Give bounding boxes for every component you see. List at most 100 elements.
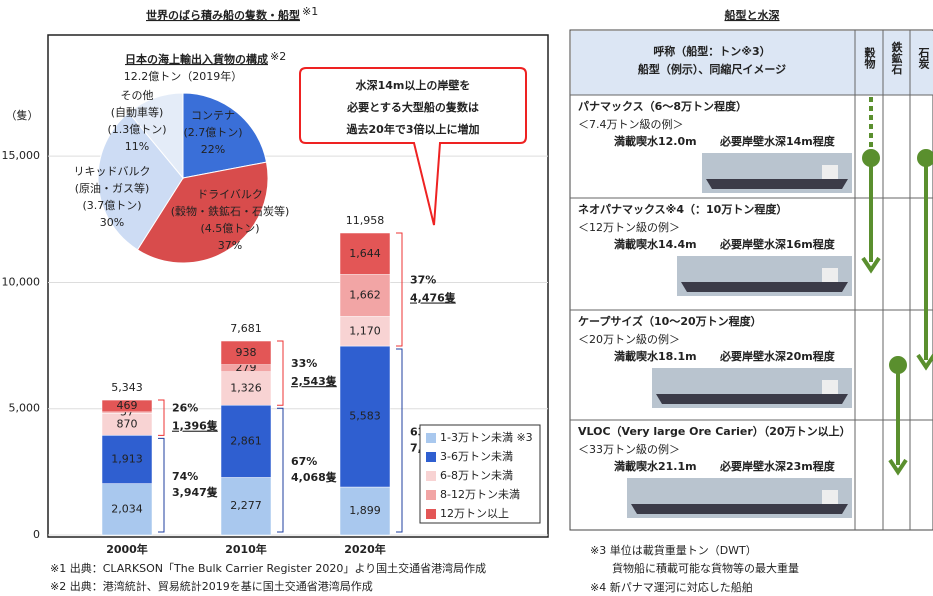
- chart-frame: [47, 34, 549, 538]
- footnote: ※2 出典：港湾統計、貿易統計2019を基に国土交通省港湾局作成: [50, 579, 373, 593]
- bracket-large: [277, 340, 284, 406]
- slice-percent: 37%: [218, 239, 242, 252]
- bar-segment: [220, 404, 272, 478]
- segment-label: 1,913: [111, 452, 143, 465]
- slice-name: その他: [121, 89, 154, 102]
- bar-segment: [220, 340, 272, 365]
- large-count: 2,543隻: [291, 374, 337, 388]
- bar-segment: [220, 477, 272, 536]
- segment-label: 2,034: [111, 502, 143, 515]
- callout-text: 水深14m以上の岸壁を: [356, 78, 471, 92]
- pie-title: 日本の海上輸出入貨物の構成: [125, 52, 268, 66]
- ship-bridge: [822, 380, 838, 394]
- row-depth: 必要岸壁水深23m程度: [719, 459, 836, 473]
- legend-box: [419, 424, 541, 524]
- bar-segment: [339, 316, 391, 347]
- small-count: 3,947隻: [172, 485, 218, 499]
- segment-label: 938: [236, 346, 257, 359]
- bar-segment: [101, 435, 153, 484]
- callout: [299, 67, 527, 226]
- x-tick-label: 2000年: [106, 542, 148, 556]
- segment-label: 1,170: [349, 324, 381, 337]
- segment-label: 1,662: [349, 289, 381, 302]
- footnote: 貨物船に積載可能な貨物等の最大重量: [612, 561, 799, 575]
- bracket-small: [158, 437, 165, 533]
- legend-swatch: [426, 509, 436, 519]
- slice-detail: (2.7億トン): [183, 126, 242, 139]
- row-depth: 必要岸壁水深14m程度: [719, 134, 836, 148]
- callout-text: 過去20年で3倍以上に増加: [346, 122, 480, 136]
- x-tick-label: 2020年: [344, 542, 386, 556]
- cargo-header: 鉄鉱石: [890, 40, 904, 75]
- ship-hull: [631, 504, 848, 514]
- ship-bridge: [822, 165, 838, 179]
- table-frame: [569, 29, 933, 531]
- legend-swatch: [426, 471, 436, 481]
- legend-swatch: [426, 452, 436, 462]
- table-header-bg: [571, 31, 933, 95]
- chart-title: 世界のばら積み船の隻数・船型: [146, 8, 300, 22]
- segment-label: 5,583: [349, 410, 381, 423]
- legend-swatch: [426, 433, 436, 443]
- legend-swatch: [426, 490, 436, 500]
- ship-hull: [706, 179, 848, 189]
- segment-label: 1,326: [230, 381, 262, 394]
- legend-label: 8-12万トン未満: [440, 488, 520, 501]
- large-count: 4,476隻: [410, 291, 456, 305]
- segment-label: 469: [117, 399, 138, 412]
- x-tick-label: 2010年: [225, 542, 267, 556]
- row-draft: 満載喫水21.1m: [614, 459, 697, 473]
- large-count: 1,396隻: [172, 419, 218, 433]
- cargo-arrows: [861, 97, 933, 476]
- legend-label: 6-8万トン未満: [440, 469, 513, 482]
- bracket-small: [396, 348, 403, 533]
- slice-detail: (自動車等): [111, 105, 164, 119]
- footnote: ※3 単位は載貨重量トン（DWT）: [590, 543, 757, 557]
- row-draft: 満載喫水12.0m: [614, 134, 697, 148]
- row-depth: 必要岸壁水深20m程度: [719, 349, 836, 363]
- legend-label: 3-6万トン未満: [440, 450, 513, 463]
- row-name: ネオパナマックス※4（：10万トン程度）: [578, 202, 787, 216]
- pie-subtitle: 12.2億トン（2019年）: [124, 69, 243, 83]
- table-header: 船型（例示）、同縮尺イメージ: [638, 62, 786, 76]
- footnote: ※1 出典：CLARKSON「The Bulk Carrier Register…: [50, 561, 486, 575]
- table-title: 船型と水深: [725, 8, 780, 22]
- slice-detail: (4.5億トン): [200, 222, 259, 235]
- callout-text: 必要とする大型船の隻数は: [346, 100, 479, 114]
- y-tick-label: 15,000: [2, 149, 41, 162]
- row-draft: 満載喫水18.1m: [614, 349, 697, 363]
- slice-detail: (1.3億トン): [107, 123, 166, 136]
- bracket-large: [396, 232, 403, 347]
- bar-segment: [101, 399, 153, 413]
- slice-percent: 30%: [100, 216, 124, 229]
- bracket-small: [277, 407, 284, 533]
- ship-hull: [656, 394, 848, 404]
- row-example: ＜12万トン級の例＞: [578, 220, 680, 234]
- small-percent: 67%: [291, 455, 317, 468]
- bar-segment: [339, 486, 391, 536]
- slice-detail: (原油・ガス等): [75, 181, 150, 195]
- legend-label: 1-3万トン未満 ※3: [440, 431, 533, 444]
- table-grid: [570, 30, 933, 530]
- pie-slice: [128, 92, 184, 180]
- ship-bridge: [822, 490, 838, 504]
- cargo-header: 石炭: [917, 47, 931, 70]
- row-example: ＜33万トン級の例＞: [578, 442, 680, 456]
- pie-slice: [97, 111, 184, 251]
- bar-segment: [339, 274, 391, 317]
- small-count: 4,068隻: [291, 470, 337, 484]
- ship-hull: [681, 282, 848, 292]
- row-draft: 満載喫水14.4m: [614, 237, 697, 251]
- pie-slice: [136, 161, 269, 264]
- bar-segment: [101, 483, 153, 536]
- y-tick-label: 10,000: [2, 275, 41, 288]
- ship-bridge: [822, 268, 838, 282]
- small-percent: 74%: [172, 470, 198, 483]
- footnote: ※4 新パナマ運河に対応した船舶: [590, 580, 753, 594]
- row-name: ケープサイズ（10～20万トン程度）: [578, 314, 762, 328]
- total-label: 5,343: [111, 381, 143, 394]
- slice-detail: (3.7億トン): [82, 199, 141, 212]
- large-percent: 26%: [172, 402, 198, 415]
